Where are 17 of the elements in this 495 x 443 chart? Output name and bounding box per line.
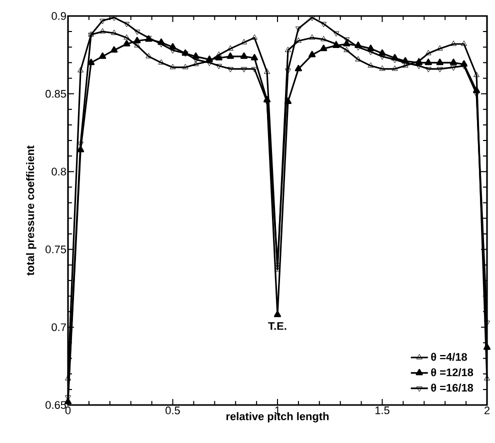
- y-tick-label: 0.75: [46, 246, 66, 254]
- y-tick-label: 0.7: [52, 323, 66, 332]
- y-tick-label: 0.65: [46, 401, 66, 409]
- y-axis-title: total pressure coefficient: [26, 145, 36, 276]
- x-axis-title: relative pitch length: [226, 412, 329, 422]
- x-tick-label: 2: [484, 406, 490, 414]
- x-tick-label: 0.5: [166, 406, 180, 414]
- y-tick-label: 0.8: [52, 168, 66, 176]
- legend-label: θ =12/18: [431, 368, 474, 376]
- x-tick-label: 0: [65, 406, 71, 414]
- legend-label: θ =4/18: [431, 352, 467, 361]
- legend-label: θ =16/18: [431, 384, 474, 392]
- x-tick-label: 1: [275, 406, 280, 414]
- y-tick-label: 0.85: [46, 90, 66, 98]
- x-tick-label: 1.5: [375, 406, 390, 414]
- y-tick-label: 0.9: [52, 12, 66, 20]
- annotation: T.E.: [268, 322, 286, 330]
